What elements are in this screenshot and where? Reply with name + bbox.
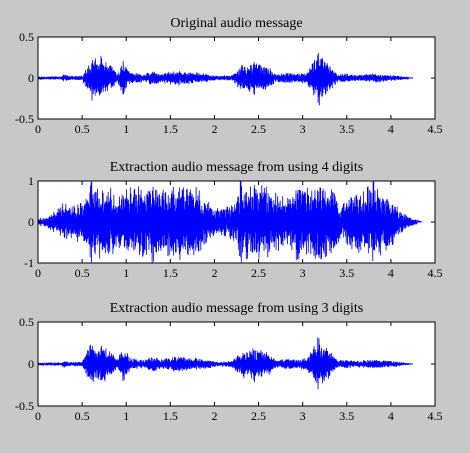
x-tick-label: 0.5 <box>75 409 90 423</box>
y-tick-label: 0 <box>28 71 34 85</box>
x-tick-label: 2.5 <box>251 266 266 280</box>
x-tick-label: 2 <box>211 122 217 136</box>
x-tick-label: 3.5 <box>339 409 354 423</box>
x-tick-label: 1 <box>123 266 129 280</box>
x-tick-label: 2 <box>211 409 217 423</box>
x-tick-label: 3 <box>300 266 306 280</box>
signal-line <box>38 181 422 263</box>
subplot-title: Extraction audio message from using 3 di… <box>110 301 364 316</box>
x-tick-label: 3.5 <box>339 122 354 136</box>
x-tick-label: 4 <box>388 122 394 136</box>
x-tick-label: 3 <box>300 122 306 136</box>
x-tick-label: 0 <box>35 409 41 423</box>
y-tick-label: -0.5 <box>15 399 34 413</box>
x-tick-label: 2 <box>211 266 217 280</box>
subplot-original: Original audio message 0 0.5 1 1.5 2 2.5 3 3.5 4 4… <box>15 16 443 136</box>
x-tick-label: 3.5 <box>339 266 354 280</box>
x-tick-label: 4.5 <box>428 122 443 136</box>
subplot-title: Extraction audio message from using 4 di… <box>110 160 364 175</box>
subplot-extraction-4-digits: Extraction audio message from using 4 di… <box>24 160 443 280</box>
y-tick-label: 0.5 <box>19 30 34 44</box>
x-tick-label: 1 <box>123 409 129 423</box>
x-tick-label: 1.5 <box>163 266 178 280</box>
x-tick-label: 1.5 <box>163 122 178 136</box>
x-tick-label: 2.5 <box>251 122 266 136</box>
x-tick-label: 4.5 <box>428 266 443 280</box>
x-tick-label: 4.5 <box>428 409 443 423</box>
x-tick-label: 1.5 <box>163 409 178 423</box>
y-tick-label: 0 <box>28 215 34 229</box>
x-tick-label: 4 <box>388 266 394 280</box>
y-tick-label: -0.5 <box>15 112 34 126</box>
x-tick-label: 0.5 <box>75 122 90 136</box>
y-tick-label: 0 <box>28 357 34 371</box>
y-tick-label: 1 <box>28 174 34 188</box>
y-tick-label: 0.5 <box>19 315 34 329</box>
x-tick-label: 0.5 <box>75 266 90 280</box>
x-tick-label: 4 <box>388 409 394 423</box>
x-tick-label: 0 <box>35 122 41 136</box>
x-tick-label: 1 <box>123 122 129 136</box>
x-tick-label: 2.5 <box>251 409 266 423</box>
x-tick-label: 3 <box>300 409 306 423</box>
subplot-extraction-3-digits: Extraction audio message from using 3 di… <box>15 301 443 423</box>
x-tick-label: 0 <box>35 266 41 280</box>
subplot-title: Original audio message <box>170 16 302 31</box>
y-tick-label: -1 <box>24 256 34 270</box>
